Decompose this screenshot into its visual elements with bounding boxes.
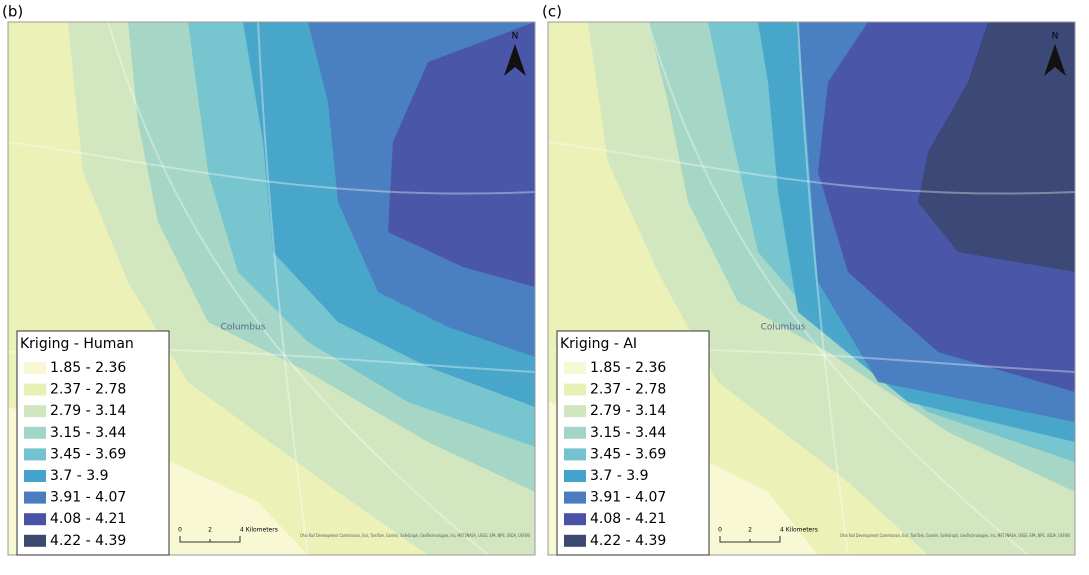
map-frame [547,21,1076,556]
road [8,141,535,195]
road [257,22,309,555]
place-name: Columbus [221,323,266,333]
scale-label: 2 [208,527,212,534]
legend-label: 4.08 - 4.21 [590,511,666,527]
north-label: N [512,32,519,42]
legend-label: 2.79 - 3.14 [50,403,126,419]
north-label: N [1052,32,1059,42]
road [647,22,1029,555]
legend-swatch [564,491,586,504]
legend-swatch [24,405,46,418]
legend-swatch [564,448,586,461]
road [107,22,489,555]
map-zone [918,22,1075,272]
scale-bar [719,536,781,543]
legend-label: 3.15 - 3.44 [50,425,126,441]
legend-swatch [564,383,586,396]
legend-label: 3.45 - 3.69 [590,446,666,462]
legend-label: 2.37 - 2.78 [590,382,666,398]
panel-label: (c) [542,3,562,21]
legend-label: 1.85 - 2.36 [50,360,126,376]
legend-swatch [24,448,46,461]
legend-swatch [24,383,46,396]
map-panel: Columbus N 0 2 4 Kilometers Ohio Rail Develop… [7,21,536,556]
north-arrow [1044,44,1066,76]
scale-label: 0 [718,527,722,534]
map-frame [7,21,536,556]
road [548,141,1075,195]
legend-swatch [564,534,586,547]
legend-label: 2.37 - 2.78 [50,382,126,398]
legend-title: Kriging - AI [560,336,637,352]
legend-swatch [24,491,46,504]
legend-label: 3.15 - 3.44 [590,425,666,441]
legend: Kriging - AI 1.85 - 2.36 2.37 - 2.78 2.79 -… [556,330,710,556]
attribution: Ohio Rail Development Commission, Esri, … [300,533,530,538]
legend-title: Kriging - Human [20,336,134,352]
attribution: Ohio Rail Development Commission, Esri, … [840,533,1070,538]
legend-label: 3.45 - 3.69 [50,446,126,462]
legend-label: 3.7 - 3.9 [590,468,648,484]
legend: Kriging - Human 1.85 - 2.36 2.37 - 2.78 2.7… [16,330,170,556]
legend-swatch [564,426,586,439]
north-arrow [504,44,526,76]
legend-label: 3.7 - 3.9 [50,468,108,484]
legend-label: 2.79 - 3.14 [590,403,666,419]
legend-label: 4.08 - 4.21 [50,511,126,527]
scale-label: 0 [178,527,182,534]
legend-swatch [564,405,586,418]
legend-label: 4.22 - 4.39 [590,533,666,549]
map-zone [388,22,535,287]
road [797,22,849,555]
legend-swatch [24,426,46,439]
legend-label: 4.22 - 4.39 [50,533,126,549]
panel-label: (b) [2,3,23,21]
place-name: Columbus [761,323,806,333]
map-panel: Columbus N 0 2 4 Kilometers Ohio Rail Develop… [547,21,1076,556]
legend-swatch [24,470,46,482]
scale-label: 4 Kilometers [240,527,278,534]
legend-swatch [564,513,586,526]
legend-swatch [24,362,46,374]
legend-swatch [24,513,46,526]
legend-swatch [564,362,586,374]
scale-bar [179,536,241,543]
map-area [548,22,1075,555]
scale-label: 4 Kilometers [780,527,818,534]
scale-label: 2 [748,527,752,534]
legend-swatch [24,534,46,547]
legend-label: 3.91 - 4.07 [590,490,666,506]
legend-label: 1.85 - 2.36 [590,360,666,376]
legend-label: 3.91 - 4.07 [50,490,126,506]
legend-swatch [564,470,586,482]
